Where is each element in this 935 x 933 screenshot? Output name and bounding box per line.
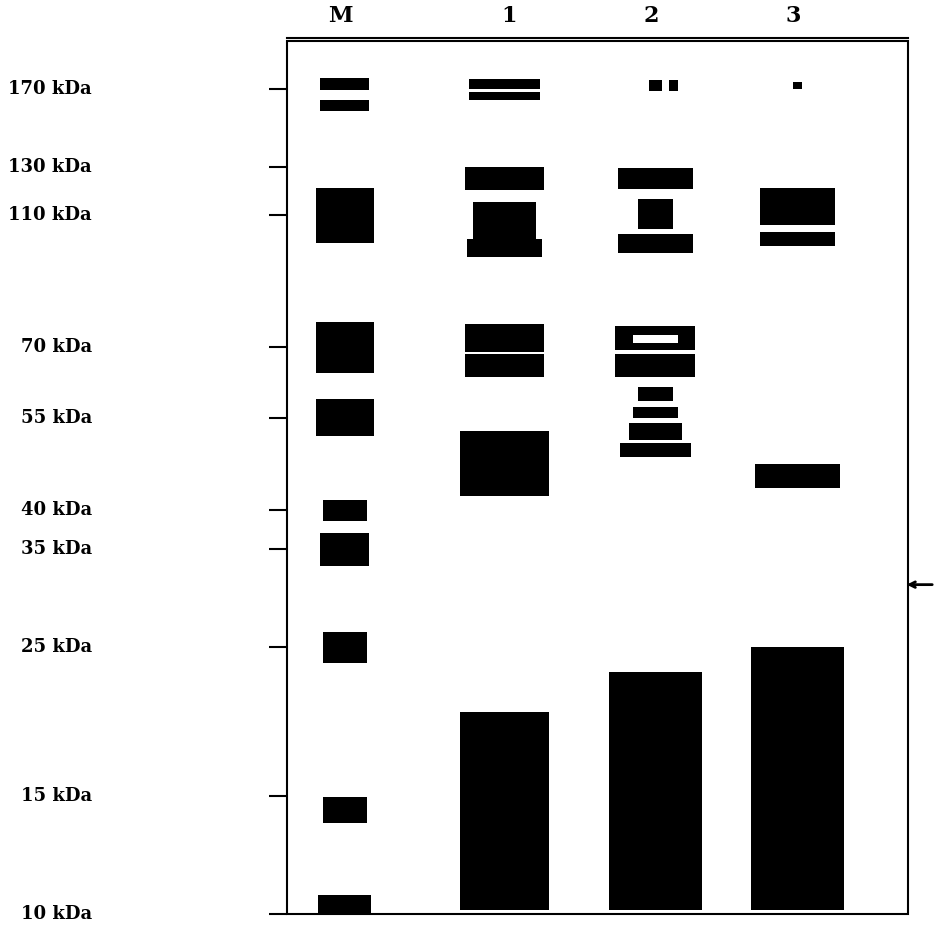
FancyBboxPatch shape: [287, 41, 909, 914]
Text: 55 kDa: 55 kDa: [21, 409, 92, 426]
FancyBboxPatch shape: [669, 80, 678, 91]
FancyBboxPatch shape: [482, 694, 500, 708]
FancyBboxPatch shape: [473, 188, 536, 244]
FancyBboxPatch shape: [767, 628, 793, 645]
FancyBboxPatch shape: [316, 322, 374, 373]
FancyBboxPatch shape: [760, 188, 835, 225]
FancyBboxPatch shape: [465, 167, 544, 190]
Text: 40 kDa: 40 kDa: [21, 501, 92, 520]
FancyBboxPatch shape: [793, 82, 802, 90]
Text: 110 kDa: 110 kDa: [8, 206, 92, 225]
FancyBboxPatch shape: [760, 231, 835, 245]
FancyBboxPatch shape: [751, 648, 844, 910]
FancyBboxPatch shape: [460, 713, 549, 910]
FancyBboxPatch shape: [678, 650, 696, 664]
Text: 2: 2: [643, 6, 659, 27]
FancyBboxPatch shape: [316, 188, 374, 244]
FancyBboxPatch shape: [469, 92, 540, 100]
FancyBboxPatch shape: [469, 79, 540, 89]
FancyBboxPatch shape: [609, 672, 702, 910]
FancyBboxPatch shape: [321, 100, 369, 111]
FancyBboxPatch shape: [815, 624, 838, 638]
FancyBboxPatch shape: [649, 80, 662, 91]
FancyBboxPatch shape: [323, 632, 367, 662]
FancyBboxPatch shape: [618, 168, 693, 188]
FancyBboxPatch shape: [465, 190, 544, 202]
Text: 15 kDa: 15 kDa: [21, 787, 92, 805]
Text: 170 kDa: 170 kDa: [8, 79, 92, 98]
FancyBboxPatch shape: [638, 183, 673, 230]
Text: 1: 1: [501, 6, 517, 27]
FancyBboxPatch shape: [467, 239, 542, 258]
FancyBboxPatch shape: [615, 189, 696, 199]
FancyBboxPatch shape: [465, 324, 544, 352]
FancyBboxPatch shape: [316, 399, 374, 436]
FancyBboxPatch shape: [633, 335, 678, 342]
FancyBboxPatch shape: [620, 443, 691, 457]
FancyBboxPatch shape: [615, 355, 696, 378]
FancyBboxPatch shape: [323, 500, 367, 521]
FancyBboxPatch shape: [323, 797, 367, 823]
Text: 10 kDa: 10 kDa: [21, 905, 92, 924]
FancyBboxPatch shape: [628, 649, 651, 668]
Text: 70 kDa: 70 kDa: [21, 338, 92, 356]
FancyBboxPatch shape: [321, 533, 369, 565]
FancyBboxPatch shape: [318, 895, 371, 915]
FancyBboxPatch shape: [638, 387, 673, 401]
FancyBboxPatch shape: [321, 77, 369, 90]
FancyBboxPatch shape: [465, 355, 544, 378]
Text: 25 kDa: 25 kDa: [21, 638, 92, 656]
FancyBboxPatch shape: [618, 234, 693, 253]
FancyBboxPatch shape: [633, 408, 678, 418]
Text: 130 kDa: 130 kDa: [8, 158, 92, 175]
FancyBboxPatch shape: [628, 423, 682, 439]
FancyBboxPatch shape: [460, 431, 549, 495]
FancyBboxPatch shape: [531, 691, 544, 705]
Text: 3: 3: [785, 6, 800, 27]
Text: M: M: [328, 6, 352, 27]
FancyBboxPatch shape: [755, 465, 840, 488]
Text: 35 kDa: 35 kDa: [21, 540, 92, 558]
FancyBboxPatch shape: [615, 327, 696, 350]
